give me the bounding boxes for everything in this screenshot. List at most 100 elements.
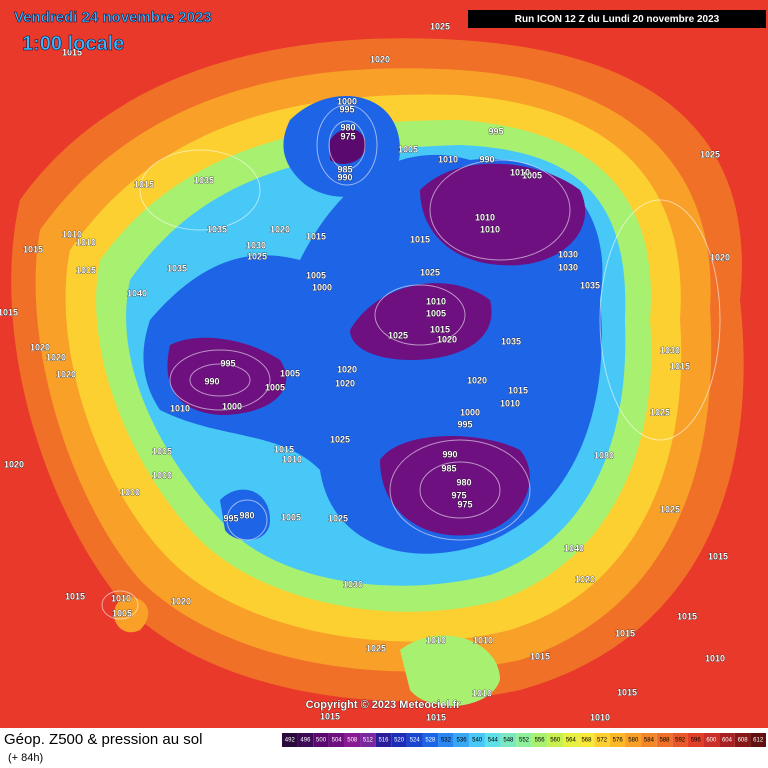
colorbar-swatch — [328, 733, 345, 747]
isobar-label: 1025 — [430, 21, 450, 31]
isobar-label: 1010 — [111, 593, 131, 603]
local-time: 1:00 locale — [22, 33, 124, 55]
colorbar-tick-label: 604 — [722, 738, 733, 744]
isobar-label: 985 — [337, 164, 352, 174]
isobar-label: 995 — [220, 358, 235, 368]
isobar-label: 1015 — [617, 687, 637, 697]
colorbar-tick-label: 524 — [410, 738, 421, 744]
isobar-label: 975 — [451, 490, 466, 500]
isobar-label: 1020 — [270, 224, 290, 234]
colorbar-swatch — [578, 733, 595, 747]
isobar-label: 1015 — [62, 47, 82, 57]
isobar-label: 1015 — [670, 361, 690, 371]
colorbar-tick-label: 600 — [706, 738, 717, 744]
isobar-label: 1000 — [152, 470, 172, 480]
isobar-label: 1040 — [127, 288, 147, 298]
colorbar-tick-label: 548 — [503, 738, 514, 744]
isobar-label: 1015 — [23, 244, 43, 254]
isobar-label: 1035 — [580, 280, 600, 290]
isobar-label: 1005 — [426, 308, 446, 318]
isobar-label: 1010 — [480, 224, 500, 234]
isobar-label: 1020 — [710, 252, 730, 262]
colorbar-swatch — [672, 733, 688, 747]
isobar-label: 1030 — [343, 579, 363, 589]
colorbar-tick-label: 560 — [550, 738, 561, 744]
colorbar-swatch — [484, 733, 501, 747]
isobar-label: 1035 — [167, 263, 187, 273]
isobar-label: 1005 — [398, 144, 418, 154]
colorbar-tick-label: 612 — [753, 738, 764, 744]
isobar-label: 1025 — [660, 504, 680, 514]
isobar-label: 1030 — [558, 262, 578, 272]
isobar-label: 1000 — [460, 407, 480, 417]
colorbar-swatch — [703, 733, 720, 747]
colorbar-swatch — [734, 733, 751, 747]
colorbar-tick-label: 588 — [660, 738, 671, 744]
colorbar-swatch — [453, 733, 470, 747]
colorbar-swatch — [360, 733, 376, 747]
isobar-label: 1025 — [388, 330, 408, 340]
colorbar-swatch — [547, 733, 564, 747]
colorbar-swatch — [531, 733, 548, 747]
colorbar-swatch — [687, 733, 704, 747]
colorbar-tick-label: 556 — [535, 738, 546, 744]
isobar-label: 1005 — [522, 170, 542, 180]
colorbar-tick-label: 516 — [378, 738, 389, 744]
isobar-label: 1005 — [280, 368, 300, 378]
isobar-label: 1020 — [370, 54, 390, 64]
isobar-label: 1025 — [366, 643, 386, 653]
colorbar-swatch — [625, 733, 642, 747]
colorbar-tick-label: 528 — [425, 738, 436, 744]
isobar-label: 1015 — [430, 324, 450, 334]
colorbar-tick-label: 576 — [613, 738, 624, 744]
isobar-label-layer: 1025101510201000995980975100598599010109… — [0, 21, 730, 723]
isobar-label: 1000 — [337, 96, 357, 106]
isobar-label: 1005 — [112, 608, 132, 618]
isobar-label: 1015 — [134, 179, 154, 189]
isobar-label: 995 — [339, 104, 354, 114]
copyright: Copyright © 2023 Meteociel.fr — [306, 699, 462, 711]
colorbar-tick-label: 540 — [472, 738, 483, 744]
isobar-label: 995 — [488, 126, 503, 136]
colorbar-swatch — [297, 733, 314, 747]
isobar-label: 1020 — [335, 378, 355, 388]
colorbar-swatch — [406, 733, 423, 747]
colorbar-swatch — [500, 733, 517, 747]
isobar-label: 1010 — [170, 403, 190, 413]
isobar-label: 980 — [456, 477, 471, 487]
isobar-label: 1020 — [437, 334, 457, 344]
colorbar-swatch — [641, 733, 657, 747]
isobar-label: 1020 — [337, 364, 357, 374]
colorbar-swatch — [563, 733, 579, 747]
isobar-label: 980 — [239, 510, 254, 520]
isobar-label: 1020 — [30, 342, 50, 352]
colorbar-tick-label: 496 — [300, 738, 311, 744]
run-info: Run ICON 12 Z du Lundi 20 novembre 2023 — [515, 14, 720, 25]
colorbar-tick-label: 544 — [488, 738, 499, 744]
isobar-label: 1030 — [660, 345, 680, 355]
colorbar-tick-label: 512 — [363, 738, 374, 744]
isobar-label: 1010 — [426, 635, 446, 645]
isobar-label: 1020 — [56, 369, 76, 379]
isobar-label: 1030 — [246, 240, 266, 250]
isobar-label: 1025 — [330, 434, 350, 444]
isobar-label: 1010 — [76, 237, 96, 247]
isobar-label: 1010 — [472, 688, 492, 698]
isobar-label: 1005 — [152, 446, 172, 456]
isobar-lines — [101, 104, 721, 620]
colorbar-tick-label: 568 — [581, 738, 592, 744]
colorbar-tick-label: 500 — [316, 738, 327, 744]
footer-title: Géop. Z500 & pression au sol — [4, 731, 202, 748]
run-box — [468, 10, 766, 28]
colorbar-tick-label: 596 — [691, 738, 702, 744]
colorbar-swatch — [750, 733, 766, 747]
colorbar-swatch — [313, 733, 329, 747]
isobar-label: 1005 — [281, 512, 301, 522]
colorbar-tick-label: 552 — [519, 738, 530, 744]
colorbar-tick-label: 592 — [675, 738, 686, 744]
isobar-label: 1010 — [426, 296, 446, 306]
isobar-label: 1010 — [500, 398, 520, 408]
isobar-label: 1035 — [501, 336, 521, 346]
isobar-label: 1020 — [467, 375, 487, 385]
isobar-label: 1025 — [420, 267, 440, 277]
